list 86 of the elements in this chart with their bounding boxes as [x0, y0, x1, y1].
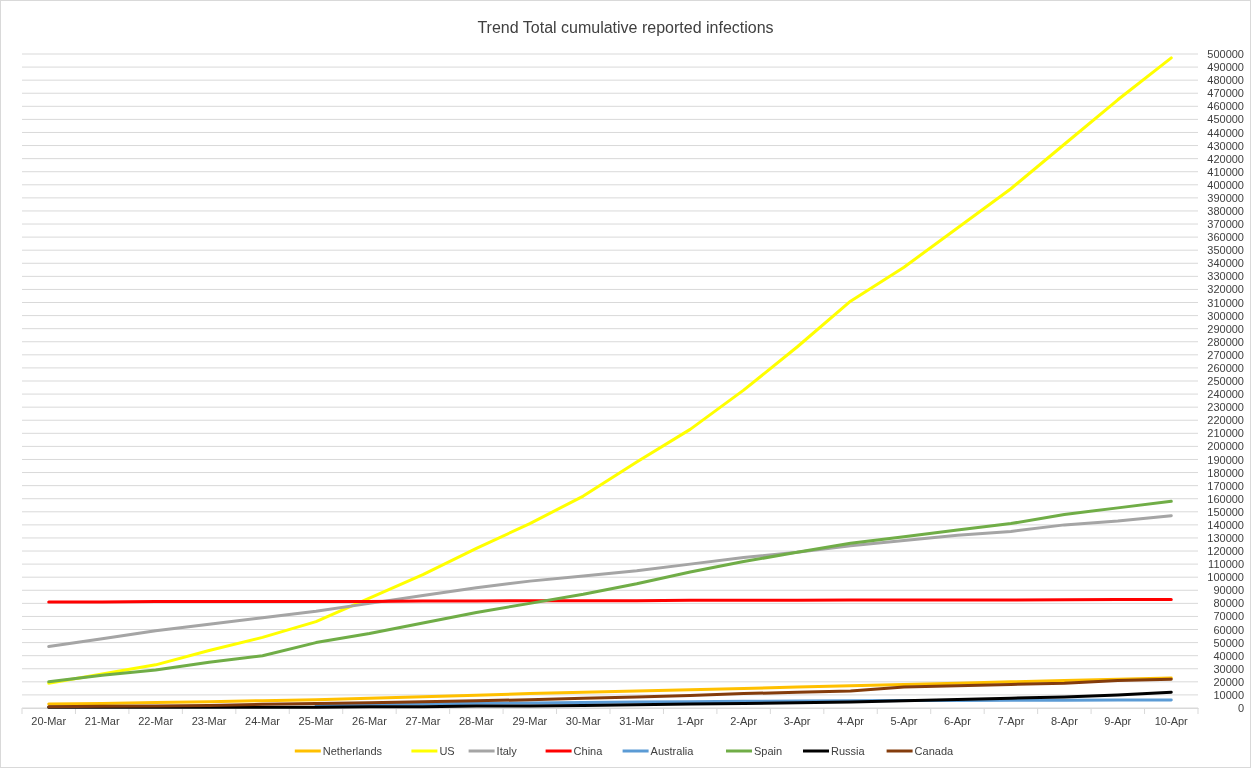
- x-tick-label: 1-Apr: [676, 715, 704, 728]
- y-tick-label: 290000: [1207, 322, 1244, 335]
- y-tick-label: 470000: [1207, 87, 1244, 100]
- x-tick-label: 28-Mar: [458, 715, 495, 728]
- x-tick-label: 25-Mar: [298, 715, 334, 728]
- line-series: [47, 56, 1173, 685]
- legend-label: China: [573, 745, 604, 757]
- x-tick-label: 5-Apr: [890, 715, 918, 728]
- y-tick-label: 370000: [1207, 218, 1244, 231]
- y-tick-label: 170000: [1207, 479, 1244, 492]
- y-tick-label: 210000: [1207, 427, 1244, 440]
- y-tick-label: 140000: [1207, 518, 1244, 531]
- x-tick-label: 20-Mar: [31, 715, 67, 728]
- y-tick-label: 190000: [1207, 453, 1244, 466]
- legend-label: Spain: [754, 745, 783, 757]
- y-tick-label: 480000: [1207, 74, 1244, 87]
- x-tick-label: 22-Mar: [138, 715, 174, 728]
- y-tick-label: 10000: [1213, 688, 1244, 701]
- y-tick-label: 340000: [1207, 257, 1244, 270]
- y-tick-label: 500000: [1207, 48, 1244, 61]
- y-tick-label: 410000: [1207, 165, 1244, 178]
- y-tick-label: 400000: [1207, 178, 1244, 191]
- y-tick-label: 30000: [1213, 662, 1244, 675]
- y-tick-label: 230000: [1207, 401, 1244, 414]
- line-series: [47, 690, 1173, 709]
- y-tick-label: 240000: [1207, 388, 1244, 401]
- y-tick-label: 20000: [1213, 675, 1244, 688]
- y-tick-label: 0: [1237, 702, 1244, 715]
- y-tick-label: 330000: [1207, 270, 1244, 283]
- y-tick-label: 270000: [1207, 348, 1244, 361]
- y-tick-label: 430000: [1207, 139, 1244, 152]
- y-tick-label: 220000: [1207, 414, 1244, 427]
- x-tick-label: 24-Mar: [245, 715, 281, 728]
- chart-title: Trend Total cumulative reported infections: [477, 19, 774, 36]
- y-tick-label: 380000: [1207, 204, 1244, 217]
- y-tick-label: 300000: [1207, 309, 1244, 322]
- legend-label: Italy: [496, 745, 518, 757]
- y-tick-label: 160000: [1207, 492, 1244, 505]
- x-tick-label: 29-Mar: [512, 715, 548, 728]
- x-tick-label: 2-Apr: [730, 715, 758, 728]
- y-tick-label: 420000: [1207, 152, 1244, 165]
- y-tick-label: 150000: [1207, 505, 1244, 518]
- x-tick-label: 30-Mar: [565, 715, 602, 728]
- y-tick-label: 100000: [1207, 571, 1244, 584]
- y-tick-label: 200000: [1207, 440, 1244, 453]
- legend-label: Canada: [914, 745, 955, 757]
- y-tick-label: 310000: [1207, 296, 1244, 309]
- x-tick-label: 8-Apr: [1050, 715, 1079, 728]
- x-tick-label: 3-Apr: [783, 715, 811, 728]
- y-tick-label: 360000: [1207, 231, 1244, 244]
- x-tick-label: 10-Apr: [1154, 715, 1189, 728]
- x-tick-label: 23-Mar: [191, 715, 227, 728]
- y-tick-label: 130000: [1207, 531, 1244, 544]
- y-tick-label: 390000: [1207, 191, 1244, 204]
- y-tick-label: 60000: [1213, 623, 1244, 636]
- x-tick-label: 4-Apr: [837, 715, 865, 728]
- y-tick-label: 70000: [1213, 610, 1244, 623]
- x-tick-label: 26-Mar: [352, 715, 388, 728]
- y-tick-label: 110000: [1208, 558, 1244, 571]
- x-tick-label: 31-Mar: [619, 715, 655, 728]
- x-tick-label: 21-Mar: [84, 715, 120, 728]
- y-tick-label: 350000: [1207, 244, 1244, 257]
- x-tick-label: 27-Mar: [405, 715, 441, 728]
- x-tick-label: 7-Apr: [997, 715, 1025, 728]
- line-series: [47, 499, 1173, 684]
- y-tick-label: 40000: [1213, 649, 1244, 662]
- y-tick-label: 90000: [1213, 584, 1244, 597]
- line-series: [47, 514, 1173, 649]
- legend-label: US: [439, 745, 455, 757]
- y-tick-label: 490000: [1207, 61, 1244, 74]
- y-tick-label: 260000: [1207, 361, 1244, 374]
- y-tick-label: 280000: [1207, 335, 1244, 348]
- y-tick-label: 180000: [1207, 466, 1244, 479]
- legend-label: Australia: [650, 745, 695, 757]
- legend-label: Russia: [831, 745, 866, 757]
- y-tick-label: 120000: [1207, 545, 1244, 558]
- y-tick-label: 250000: [1207, 375, 1244, 388]
- y-tick-label: 440000: [1207, 126, 1244, 139]
- y-tick-label: 80000: [1213, 597, 1244, 610]
- y-tick-label: 50000: [1213, 636, 1244, 649]
- y-tick-label: 320000: [1207, 283, 1244, 296]
- y-tick-label: 450000: [1207, 113, 1244, 126]
- x-tick-label: 6-Apr: [944, 715, 972, 728]
- legend-label: Netherlands: [322, 745, 383, 757]
- x-tick-label: 9-Apr: [1104, 715, 1132, 728]
- y-tick-label: 460000: [1207, 100, 1244, 113]
